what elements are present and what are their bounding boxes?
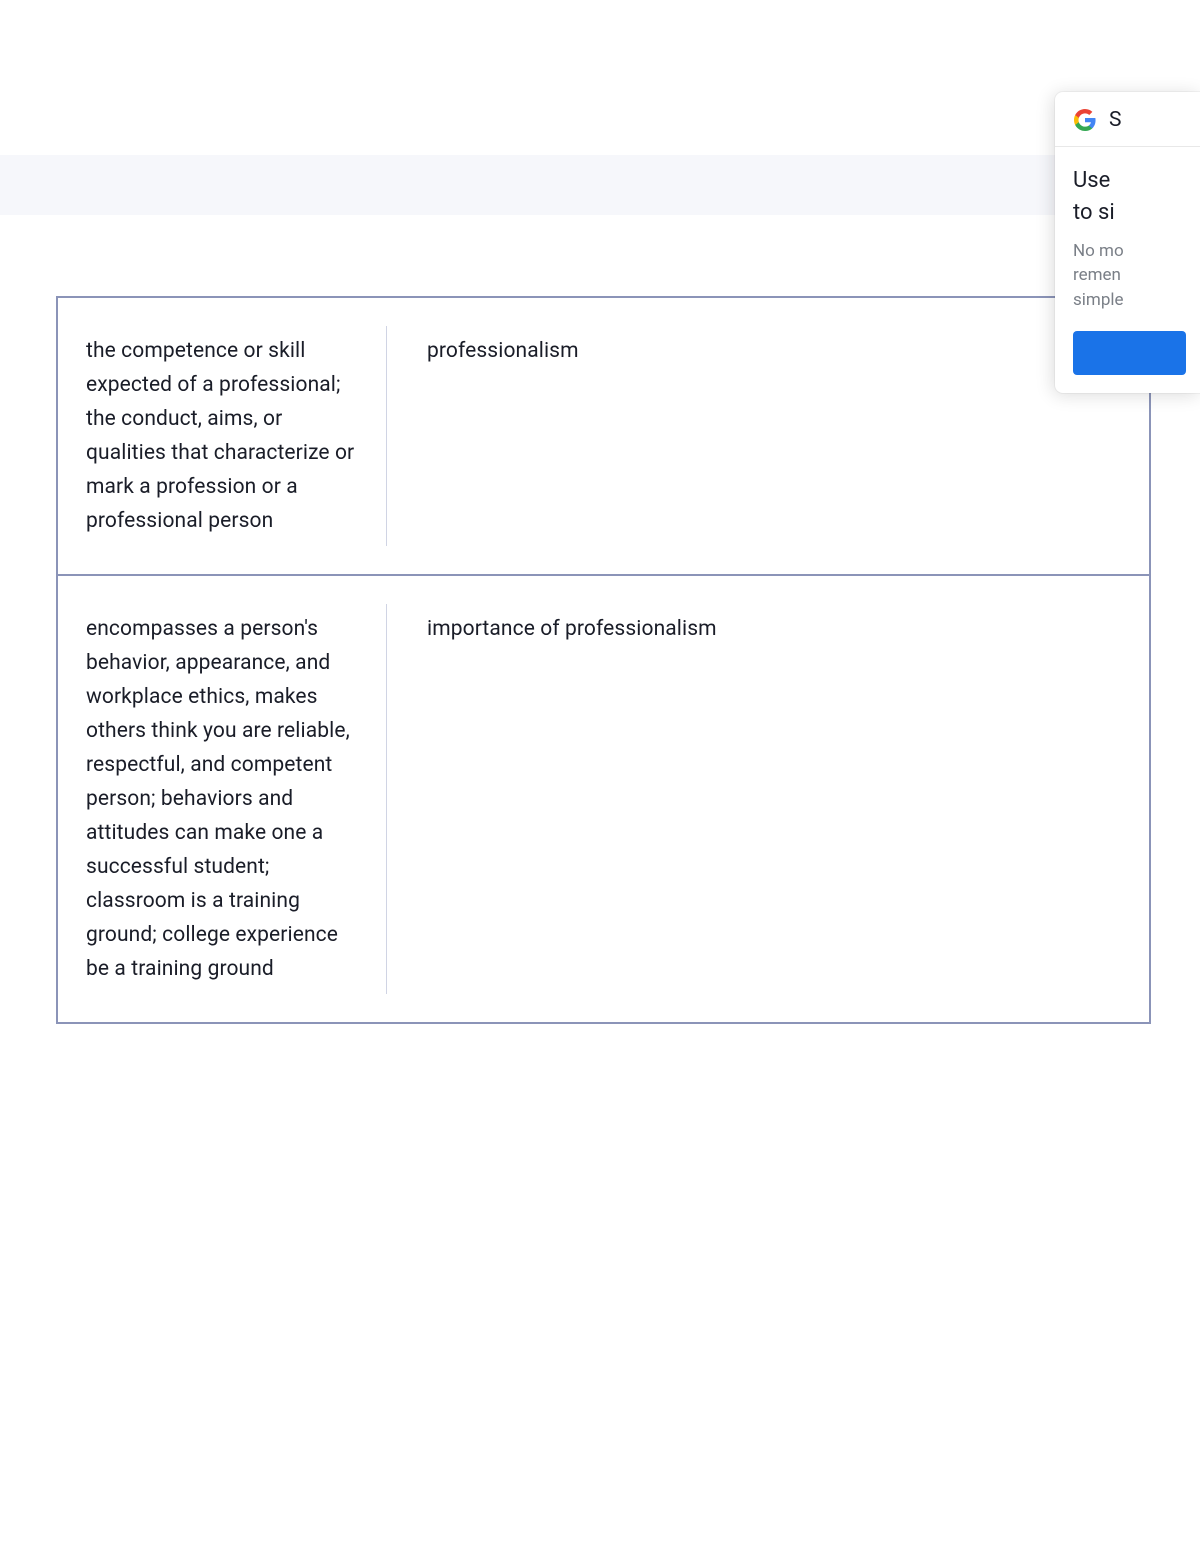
flashcards-table: the competence or skill expected of a pr…: [56, 296, 1151, 1024]
definition-cell: encompasses a person's behavior, appeara…: [58, 576, 386, 1022]
popup-title: Use to si: [1073, 165, 1186, 229]
term-text: professionalism: [427, 334, 1121, 368]
definition-cell: the competence or skill expected of a pr…: [58, 298, 386, 574]
popup-body: Use to si No mo remen simple: [1055, 147, 1200, 393]
table-row: encompasses a person's behavior, appeara…: [58, 576, 1149, 1022]
definition-text: the competence or skill expected of a pr…: [86, 334, 358, 538]
popup-header-text: S: [1109, 108, 1121, 132]
popup-desc-line: No mo: [1073, 239, 1186, 264]
definition-text: encompasses a person's behavior, appeara…: [86, 612, 358, 986]
popup-primary-button[interactable]: [1073, 331, 1186, 375]
term-text: importance of professionalism: [427, 612, 1121, 646]
popup-title-line: Use: [1073, 165, 1186, 197]
term-cell: professionalism: [387, 298, 1149, 574]
google-logo-icon: [1073, 108, 1097, 132]
google-signin-popup: S Use to si No mo remen simple: [1055, 92, 1200, 393]
popup-description: No mo remen simple: [1073, 239, 1186, 313]
table-row: the competence or skill expected of a pr…: [58, 298, 1149, 576]
popup-title-line: to si: [1073, 197, 1186, 229]
popup-header: S: [1055, 92, 1200, 147]
top-banner: [0, 155, 1200, 215]
popup-desc-line: remen: [1073, 263, 1186, 288]
term-cell: importance of professionalism: [387, 576, 1149, 1022]
popup-desc-line: simple: [1073, 288, 1186, 313]
